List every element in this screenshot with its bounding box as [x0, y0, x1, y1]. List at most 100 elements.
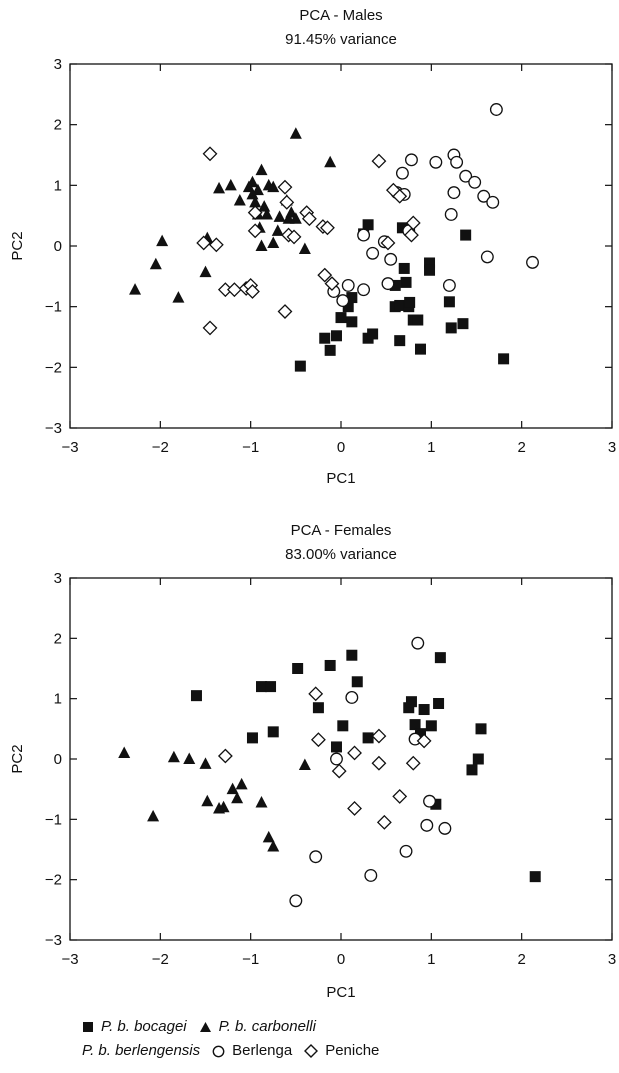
- y-tick-label: 2: [54, 117, 62, 134]
- data-point-diamond: [247, 205, 263, 221]
- data-point-triangle: [267, 180, 280, 193]
- data-point-square: [434, 652, 446, 664]
- data-point-circle: [366, 246, 380, 260]
- data-point-triangle: [199, 265, 212, 278]
- data-point-diamond: [277, 304, 293, 319]
- series-p-b-bocagei: [190, 649, 541, 883]
- data-point-diamond: [217, 748, 233, 764]
- chart-males: PCA - Males 91.45% variance −3 −2 −1 0 1 2 3 3 2 1 0…: [9, 7, 616, 487]
- data-point-square: [400, 276, 412, 288]
- data-point-square: [405, 696, 417, 708]
- data-point-square: [404, 296, 416, 308]
- data-point-square: [335, 312, 347, 324]
- data-point-diamond: [331, 763, 347, 779]
- y-axis-label: PC2: [9, 744, 26, 773]
- data-point-square: [412, 314, 424, 326]
- data-point-square: [414, 343, 426, 355]
- data-point-square: [330, 330, 342, 342]
- data-point-square: [433, 697, 445, 709]
- data-point-circle: [489, 103, 503, 116]
- data-point-circle: [399, 844, 413, 858]
- y-tick-label: −2: [45, 359, 62, 376]
- data-point-square: [342, 301, 354, 313]
- data-point-triangle: [324, 155, 337, 168]
- series-p-b-bocagei: [294, 219, 510, 372]
- data-point-circle: [420, 818, 434, 832]
- data-point-triangle: [235, 777, 248, 790]
- data-point-square: [396, 222, 408, 234]
- data-point-triangle: [249, 195, 262, 208]
- data-point-square: [351, 676, 363, 688]
- data-point-circle: [289, 894, 303, 908]
- data-point-triangle: [224, 178, 237, 191]
- data-point-triangle: [271, 224, 284, 236]
- data-point-diamond: [405, 755, 421, 771]
- data-point-diamond: [404, 227, 419, 243]
- x-tick-label: 3: [608, 439, 616, 456]
- data-point-triangle: [201, 794, 214, 807]
- data-point-circle: [480, 250, 494, 264]
- data-point-triangle: [262, 830, 275, 843]
- data-point-square: [529, 871, 541, 883]
- data-point-circle: [429, 155, 443, 169]
- data-point-circle: [444, 208, 458, 221]
- data-point-circle: [459, 169, 473, 183]
- series-p-b-carbonelli: [118, 746, 311, 852]
- data-point-diamond: [277, 179, 293, 195]
- data-point-circle: [357, 228, 371, 242]
- x-tick-label: 1: [427, 439, 435, 456]
- data-point-triangle: [167, 750, 180, 763]
- data-point-triangle: [273, 210, 286, 222]
- data-point-circle: [341, 278, 355, 292]
- data-point-diamond: [245, 284, 260, 299]
- x-tick-label: 1: [427, 951, 435, 968]
- data-point-square: [430, 798, 442, 810]
- x-tick-label: −1: [242, 951, 259, 968]
- y-tick-label: 2: [54, 630, 62, 647]
- x-tick-label: 0: [337, 439, 345, 456]
- data-point-square: [246, 732, 258, 744]
- data-point-diamond: [371, 728, 387, 744]
- data-point-circle: [468, 175, 482, 189]
- data-point-diamond: [324, 276, 340, 292]
- data-point-circle: [384, 252, 398, 266]
- data-point-diamond: [202, 146, 218, 162]
- y-tick-label: 1: [54, 177, 62, 194]
- data-point-triangle: [298, 242, 311, 255]
- data-point-circle: [526, 255, 539, 269]
- x-tick-label: −1: [242, 439, 259, 456]
- data-point-square: [418, 704, 430, 716]
- data-point-square: [346, 292, 358, 304]
- data-point-diamond: [405, 215, 421, 231]
- data-point-diamond: [196, 235, 212, 251]
- chart-subtitle: 83.00% variance: [285, 546, 397, 563]
- x-tick-label: 3: [608, 951, 616, 968]
- data-point-square: [367, 328, 379, 340]
- y-tick-label: −3: [45, 420, 62, 437]
- data-point-diamond: [347, 801, 362, 816]
- data-point-square: [498, 353, 510, 365]
- data-point-diamond: [347, 745, 362, 761]
- data-point-circle: [364, 868, 378, 882]
- data-point-triangle: [255, 239, 268, 251]
- data-point-circle: [330, 752, 343, 766]
- data-point-square: [292, 663, 304, 674]
- data-point-square: [472, 753, 484, 765]
- data-point-circle: [423, 794, 436, 808]
- data-point-square: [346, 316, 358, 328]
- legend-diamond-marker: [304, 1044, 319, 1058]
- data-point-triangle: [149, 257, 162, 270]
- data-point-square: [394, 299, 406, 311]
- legend-row-1: P. b. bocagei P. b. carbonelli: [82, 1015, 391, 1039]
- data-point-triangle: [285, 206, 298, 218]
- data-point-square: [475, 723, 487, 735]
- y-tick-label: 1: [54, 691, 62, 708]
- data-point-square: [362, 219, 374, 231]
- data-point-triangle: [231, 791, 244, 804]
- data-point-diamond: [317, 267, 333, 283]
- x-tick-label: 0: [337, 951, 345, 968]
- y-tick-label: 3: [54, 570, 62, 587]
- data-point-diamond: [416, 733, 432, 749]
- data-point-triangle: [183, 752, 196, 764]
- data-point-circle: [395, 166, 409, 180]
